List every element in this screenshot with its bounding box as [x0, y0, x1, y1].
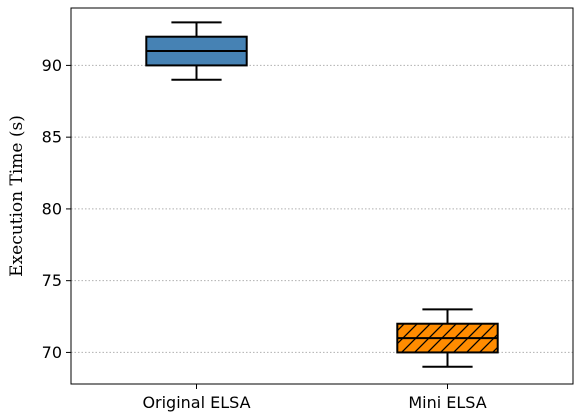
box-group	[396, 308, 499, 368]
y-tick-label: 75	[42, 271, 62, 290]
box-group	[145, 21, 248, 81]
y-tick-label: 85	[42, 128, 62, 147]
y-axis-label: Execution Time (s)	[7, 115, 27, 277]
y-tick-label: 70	[42, 343, 62, 362]
plot-frame	[70, 7, 574, 385]
x-tick-label: Original ELSA	[142, 393, 250, 412]
x-tick-label: Mini ELSA	[408, 393, 486, 412]
y-tick-label: 80	[42, 199, 62, 218]
grid-lines	[71, 64, 573, 353]
y-axis-ticks: 70 75 80 85 90	[42, 56, 71, 362]
y-tick-label: 90	[42, 56, 62, 75]
x-axis-ticks: Original ELSA Mini ELSA	[142, 384, 487, 412]
boxes	[145, 21, 499, 368]
